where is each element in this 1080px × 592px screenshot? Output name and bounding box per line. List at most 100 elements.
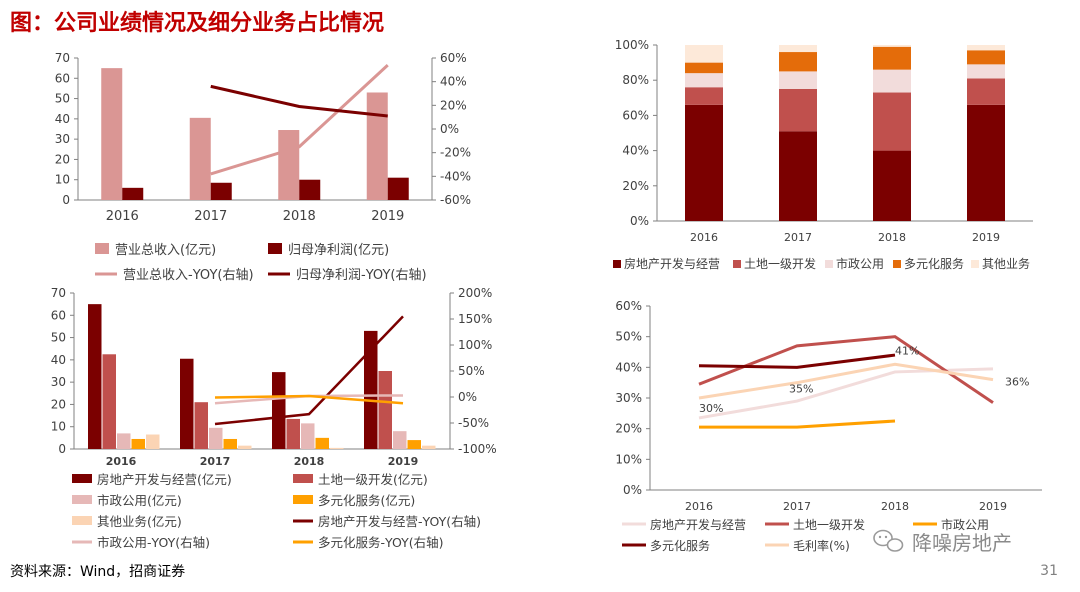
- chart-revenue-profit: 0 10 20 30 40 50 60 70 -60% -40% -20% 0% 20% 40% 60% 20…: [55, 51, 471, 283]
- bar: [393, 431, 407, 449]
- bar: [180, 358, 194, 449]
- x-tick-label: 2019: [371, 209, 404, 224]
- series-line: [698, 353, 896, 369]
- x-tick-label: 2017: [200, 455, 231, 468]
- x-tick-label: 2016: [106, 209, 139, 224]
- y-tick-label: 40%: [615, 360, 642, 374]
- data-label: 36%: [1005, 376, 1029, 389]
- y-tick-label: 30%: [615, 391, 642, 405]
- y-tick-label: 20: [55, 152, 70, 166]
- bar: [189, 117, 211, 200]
- y-tick-label: 10%: [615, 452, 642, 466]
- y2-tick-label: 0%: [458, 390, 477, 404]
- bar: [101, 68, 123, 201]
- y2-tick-label: 40%: [440, 75, 467, 89]
- legend-label: 土地一级开发(亿元): [318, 472, 428, 487]
- legend-label: 市政公用: [941, 517, 989, 532]
- bar: [88, 304, 102, 449]
- bar: [272, 372, 286, 449]
- y-tick-label: 50%: [615, 330, 642, 344]
- series-line: [698, 335, 994, 404]
- y-tick-label: 50: [51, 331, 66, 345]
- legend-label: 毛利率(%): [793, 538, 850, 553]
- x-tick-label: 2016: [106, 455, 137, 468]
- series-line: [210, 84, 388, 118]
- chart-revenue-share: 0% 20% 40% 60% 80% 100% 2016 2017 2018 2019 房地产开发与…: [613, 38, 1033, 271]
- x-tick-label: 2019: [388, 455, 419, 468]
- series-line: [210, 63, 389, 176]
- series-line: [698, 367, 994, 420]
- bar: [366, 92, 388, 200]
- stacked-bar-segment: [967, 45, 1005, 51]
- legend-swatch: [893, 260, 901, 268]
- x-tick-label: 2018: [283, 209, 316, 224]
- legend-label: 房地产开发与经营-YOY(右轴): [318, 514, 481, 529]
- legend-swatch: [72, 474, 92, 483]
- x-tick-label: 2016: [685, 500, 713, 513]
- chart-segment-revenue: 0 10 20 30 40 50 60 70 -100% -50% 0% 50% 100% 150% 200…: [51, 286, 497, 550]
- bar: [299, 179, 321, 200]
- source-note: 资料来源：Wind，招商证券: [10, 564, 185, 580]
- bar: [301, 423, 315, 449]
- legend-label: 房地产开发与经营: [624, 256, 720, 271]
- x-tick-label: 2018: [881, 500, 909, 513]
- data-label: 30%: [699, 402, 723, 415]
- page-title: 图：公司业绩情况及细分业务占比情况: [10, 10, 384, 36]
- stacked-bar-segment: [967, 50, 1005, 65]
- x-tick-label: 2018: [294, 455, 325, 468]
- legend-label: 土地一级开发: [744, 256, 816, 271]
- stacked-bar-segment: [967, 64, 1005, 79]
- y-tick-label: 40: [51, 353, 66, 367]
- stacked-bar-segment: [779, 71, 817, 89]
- y-tick-label: 40%: [622, 144, 649, 158]
- y2-tick-label: 200%: [458, 286, 492, 300]
- stacked-bar-segment: [779, 131, 817, 221]
- legend-swatch: [72, 516, 92, 525]
- watermark: 降噪房地产: [873, 529, 1012, 555]
- y-tick-label: 80%: [622, 73, 649, 87]
- legend-label: 房地产开发与经营: [650, 517, 746, 532]
- stacked-bar-segment: [779, 89, 817, 132]
- legend-label: 多元化服务-YOY(右轴): [318, 535, 444, 550]
- y-tick-label: 60%: [622, 108, 649, 122]
- y-tick-label: 30: [55, 132, 70, 146]
- x-tick-label: 2019: [979, 500, 1007, 513]
- y-tick-label: 50: [55, 92, 70, 106]
- bar: [122, 187, 144, 200]
- x-tick-label: 2016: [690, 231, 718, 244]
- legend-swatch: [293, 474, 313, 483]
- y2-tick-label: -100%: [458, 442, 497, 456]
- legend-swatch: [72, 495, 92, 504]
- y2-tick-label: -60%: [440, 193, 471, 207]
- y-tick-label: 0: [62, 193, 70, 207]
- legend-swatch: [971, 260, 979, 268]
- y-tick-label: 30: [51, 375, 66, 389]
- y-tick-label: 0: [58, 442, 66, 456]
- legend-swatch: [825, 260, 833, 268]
- data-label: 41%: [895, 344, 919, 357]
- legend-label: 归母净利润-YOY(右轴): [296, 268, 427, 283]
- stacked-bar-segment: [779, 45, 817, 53]
- legend-label: 其他业务: [982, 256, 1030, 271]
- bar: [286, 418, 300, 449]
- legend-label: 土地一级开发: [793, 517, 865, 532]
- series-line: [699, 419, 896, 429]
- y-tick-label: 70: [51, 286, 66, 300]
- stacked-bar-segment: [873, 92, 911, 151]
- stacked-bar-segment: [873, 150, 911, 221]
- stacked-bar-segment: [873, 69, 911, 93]
- bar: [209, 427, 223, 449]
- bar: [223, 438, 237, 449]
- stacked-bar-segment: [685, 87, 723, 105]
- stacked-bar-segment: [967, 104, 1005, 221]
- x-tick-label: 2017: [784, 231, 812, 244]
- legend-label: 市政公用: [836, 256, 884, 271]
- y2-tick-label: 150%: [458, 312, 492, 326]
- x-tick-label: 2019: [972, 231, 1000, 244]
- legend-label: 多元化服务(亿元): [318, 493, 415, 508]
- stacked-bar-segment: [873, 46, 911, 70]
- y-tick-label: 10: [55, 173, 70, 187]
- watermark-text: 降噪房地产: [912, 531, 1012, 555]
